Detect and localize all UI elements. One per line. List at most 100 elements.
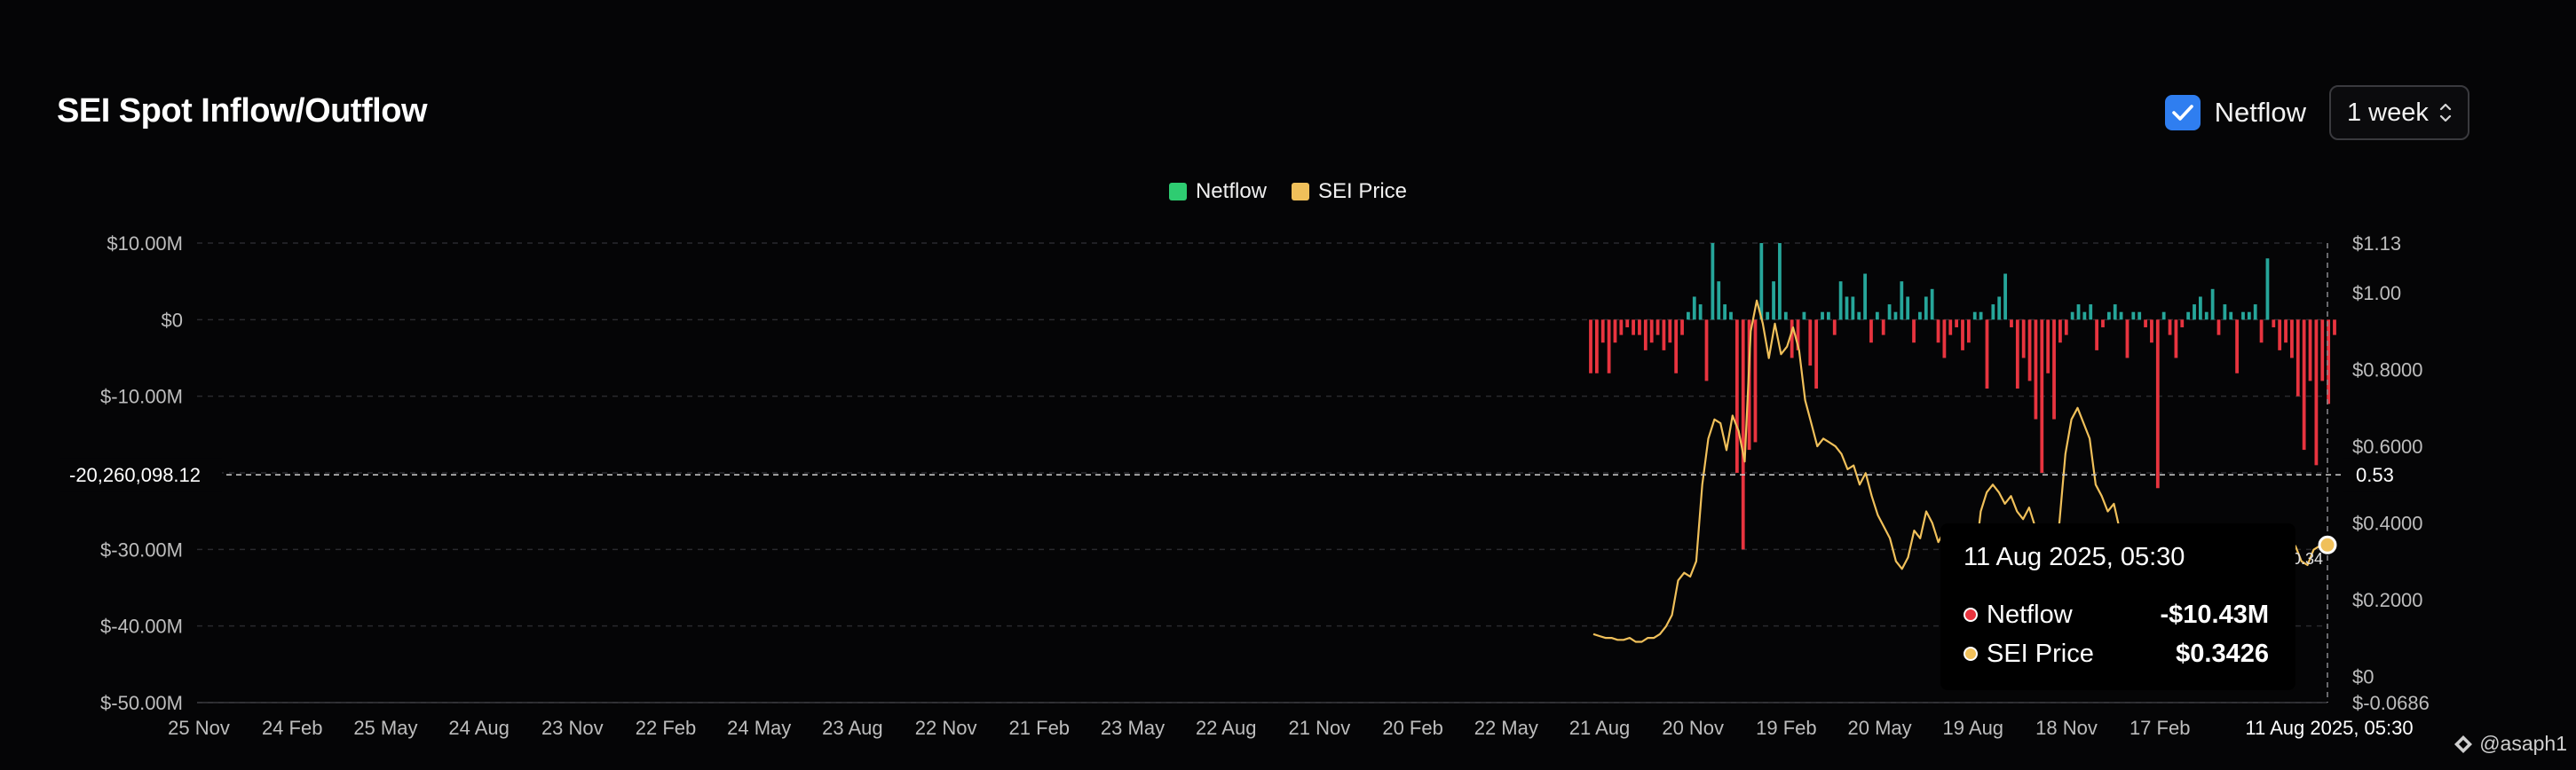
x-tick-label: 23 May	[1101, 717, 1165, 739]
x-tick-label: 25 Nov	[168, 717, 230, 739]
x-tick-label: 20 May	[1848, 717, 1912, 739]
netflow-bar	[1985, 319, 1989, 389]
netflow-bar	[2119, 311, 2123, 320]
netflow-bar	[2253, 304, 2257, 320]
crosshair-x-label: 11 Aug 2025, 05:30	[2245, 717, 2413, 739]
x-tick-label: 21 Nov	[1289, 717, 1351, 739]
netflow-bar	[1942, 319, 1947, 358]
netflow-bar	[2101, 319, 2105, 327]
watermark-text: @asaph1	[2479, 732, 2567, 755]
crosshair-left-label-bg	[60, 458, 222, 492]
y-left-tick-label: $-40.00M	[100, 616, 183, 638]
x-tick-label: 21 Feb	[1009, 717, 1071, 739]
chart-legend: Netflow SEI Price	[0, 179, 2576, 204]
page-title: SEI Spot Inflow/Outflow	[57, 92, 428, 130]
netflow-bar	[2204, 311, 2209, 320]
netflow-bar	[1906, 296, 1910, 320]
netflow-bar	[2137, 311, 2142, 320]
chart-controls: Netflow 1 week	[2164, 85, 2469, 140]
netflow-bar	[1619, 319, 1624, 335]
netflow-bar	[2223, 304, 2227, 320]
x-tick-label: 17 Feb	[2130, 717, 2191, 739]
crosshair-left-label: -20,260,098.12	[69, 464, 201, 486]
netflow-bar	[1972, 311, 1977, 320]
netflow-bar	[2333, 319, 2336, 335]
netflow-bar	[2144, 319, 2147, 327]
netflow-bar	[1607, 319, 1611, 373]
netflow-bar	[1643, 319, 1648, 350]
netflow-bar	[1851, 296, 1855, 320]
netflow-bar	[2198, 296, 2202, 320]
netflow-bar	[2186, 311, 2191, 320]
netflow-bar	[2095, 319, 2099, 350]
legend-item-sei-price[interactable]: SEI Price	[1292, 179, 1407, 204]
y-left-tick-label: $10.00M	[107, 232, 183, 255]
netflow-bar	[2021, 319, 2026, 358]
netflow-bar	[2034, 319, 2038, 420]
legend-label-netflow: Netflow	[1195, 179, 1267, 203]
netflow-bar	[1674, 319, 1679, 373]
netflow-bar	[1948, 319, 1953, 335]
x-tick-label: 24 Aug	[448, 717, 510, 739]
crosshair-right-label: 0.53	[2356, 464, 2394, 486]
x-tick-label: 19 Feb	[1756, 717, 1817, 739]
netflow-bar	[1632, 319, 1635, 335]
check-icon	[2171, 105, 2193, 121]
netflow-bar	[1808, 319, 1813, 366]
y-left-tick-label: $-50.00M	[100, 692, 183, 714]
netflow-bar	[1772, 281, 1775, 320]
period-select[interactable]: 1 week	[2329, 85, 2469, 140]
tooltip-date: 11 Aug 2025, 05:30	[1964, 543, 2185, 571]
netflow-bar	[1832, 319, 1837, 335]
period-select-value: 1 week	[2347, 98, 2429, 127]
tooltip-label: SEI Price	[1987, 639, 2094, 668]
tooltip-label: Netflow	[1987, 600, 2073, 629]
x-tick-label: 19 Aug	[1943, 717, 2004, 739]
netflow-bar	[1930, 288, 1934, 320]
netflow-bar	[2327, 319, 2331, 405]
netflow-bar	[1589, 319, 1592, 373]
netflow-bar	[1918, 311, 1922, 320]
netflow-bar	[2290, 319, 2294, 358]
netflow-checkbox[interactable]	[2164, 95, 2201, 130]
netflow-bar	[2308, 319, 2312, 381]
netflow-bar	[2106, 311, 2111, 320]
chart-tooltip: 11 Aug 2025, 05:30 Netflow -$10.43M SEI …	[1940, 523, 2295, 690]
netflow-bar	[1783, 311, 1788, 320]
netflow-bar	[2314, 319, 2319, 466]
netflow-bar	[1924, 296, 1928, 320]
netflow-bar	[2064, 319, 2068, 335]
netflow-bar	[2265, 258, 2270, 320]
netflow-bar	[2058, 319, 2062, 343]
netflow-bar	[2131, 311, 2136, 320]
legend-swatch-netflow	[1168, 183, 1187, 200]
tooltip-row-netflow: Netflow -$10.43M	[1964, 595, 2269, 634]
netflow-checkbox-label[interactable]: Netflow	[2214, 97, 2306, 128]
netflow-bar	[2155, 319, 2160, 489]
price-hover-point	[2318, 535, 2337, 554]
netflow-bar	[2052, 319, 2056, 420]
x-tick-label: 22 Aug	[1196, 717, 1257, 739]
legend-item-netflow[interactable]: Netflow	[1168, 179, 1267, 204]
x-tick-label: 22 May	[1474, 717, 1538, 739]
netflow-bar	[1662, 319, 1666, 350]
netflow-bar	[1887, 304, 1892, 320]
netflow-bar	[2284, 319, 2288, 343]
netflow-bar	[2180, 319, 2185, 327]
x-tick-label: 24 Feb	[262, 717, 323, 739]
netflow-bar	[2076, 304, 2081, 320]
netflow-bar	[2040, 319, 2044, 473]
netflow-bar	[1838, 281, 1843, 320]
netflow-bar	[1863, 273, 1867, 320]
netflow-bar	[2046, 319, 2051, 373]
netflow-bar	[1912, 319, 1916, 343]
netflow-dot-icon	[1964, 608, 1978, 622]
price-dot-icon	[1964, 647, 1978, 661]
legend-label-sei-price: SEI Price	[1318, 179, 1408, 203]
binance-icon	[2454, 735, 2473, 753]
netflow-bar	[2125, 319, 2130, 358]
y-right-tick-label: $1.00	[2352, 282, 2401, 304]
netflow-bar	[1875, 311, 1879, 320]
x-tick-label: 24 May	[727, 717, 791, 739]
